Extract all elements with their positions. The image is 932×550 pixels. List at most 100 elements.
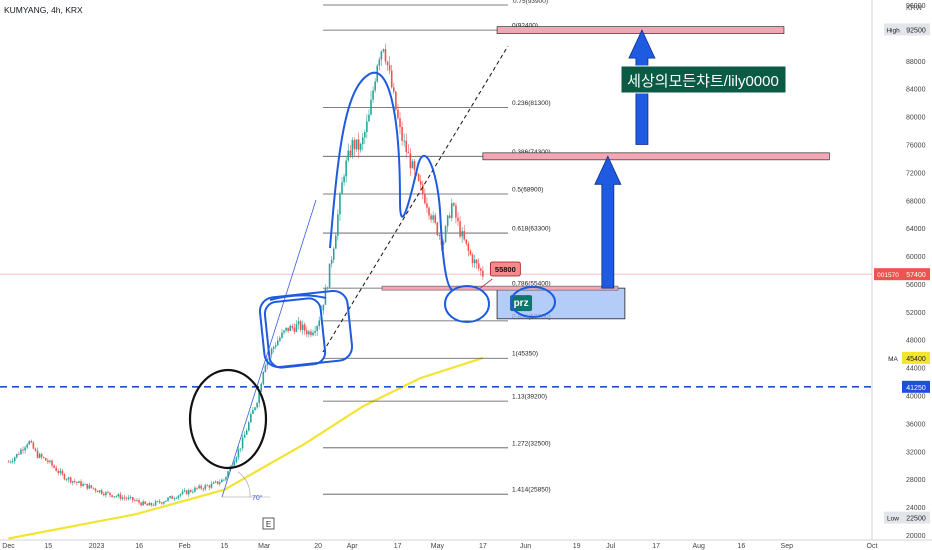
- candle-body: [262, 371, 265, 384]
- candle-body: [200, 485, 202, 489]
- candle-body: [78, 481, 80, 483]
- candle-body: [109, 492, 111, 496]
- candle-body: [67, 477, 70, 480]
- price-labels-layer: 92500 High 22500 Low 57400 001570 45400 MA 41250: [874, 23, 930, 524]
- price-callout-box: [489, 261, 521, 277]
- fib-label-top: 0.75(93900): [513, 0, 548, 5]
- x-tick-label: Mar: [258, 543, 271, 550]
- candle-body: [252, 410, 254, 415]
- support-price-label: 41250: [906, 385, 926, 392]
- candle-body: [363, 132, 366, 138]
- candle-body: [303, 324, 306, 331]
- watermark-text: 세상의모든챠트/lily0000: [627, 73, 779, 90]
- ma-value-label-bg: [902, 351, 930, 364]
- candle-body: [384, 49, 387, 62]
- candle-body: [38, 454, 41, 458]
- candle-body: [395, 91, 397, 110]
- candle-body: [144, 501, 147, 504]
- diagonal-dashed-line: [322, 45, 509, 353]
- x-tick-label: Apr: [347, 543, 359, 550]
- candle-body: [345, 160, 347, 177]
- candle-body: [154, 501, 157, 506]
- low-price-label-bg: [902, 511, 930, 524]
- candle-body: [446, 215, 449, 227]
- low-tag: Low: [887, 516, 899, 523]
- last-price-label-bg: [902, 268, 930, 281]
- candle-body: [245, 430, 248, 435]
- candle-body: [254, 407, 256, 411]
- candle-body: [152, 505, 155, 506]
- candle-body: [382, 49, 385, 52]
- fib-label: 0.386(74300): [512, 149, 551, 156]
- high-tag: High: [886, 27, 900, 34]
- candle-body: [117, 494, 120, 497]
- x-tick-label: 15: [220, 543, 228, 550]
- candle-body: [161, 502, 163, 504]
- candle-body: [274, 345, 277, 347]
- box-annotation-top-stroke: [269, 294, 327, 301]
- candle-body: [36, 450, 39, 458]
- circle-annotation-blue: [444, 285, 490, 323]
- candle-body: [448, 215, 451, 218]
- candle-body: [115, 496, 118, 498]
- candle-body: [47, 460, 49, 463]
- ma-value-label: 45400: [906, 356, 926, 363]
- candle-body: [289, 326, 292, 332]
- candle-body: [461, 231, 463, 237]
- price-callout-label: 55800: [495, 265, 516, 274]
- fib-label: 0.236(81300): [512, 100, 551, 107]
- candle-body: [372, 90, 374, 100]
- candle-body: [455, 205, 457, 218]
- event-marker-label: E: [266, 520, 271, 529]
- y-tick-label: 36000: [906, 421, 926, 428]
- candle-body: [88, 485, 91, 489]
- candle-body: [438, 235, 441, 236]
- candle-body: [127, 497, 130, 499]
- pattern-sketch-line: [329, 71, 453, 291]
- y-tick-label: 20000: [906, 533, 926, 540]
- candle-body: [430, 215, 432, 220]
- candle-body: [243, 434, 246, 438]
- candle-body: [76, 482, 78, 483]
- candle-body: [482, 270, 484, 277]
- candle-body: [453, 203, 455, 206]
- candle-body: [457, 217, 459, 222]
- x-tick-label: Aug: [693, 543, 706, 550]
- candle-body: [202, 488, 205, 490]
- candle-body: [401, 126, 403, 141]
- candle-body: [388, 65, 391, 71]
- candle-body: [80, 481, 82, 487]
- candle-body: [392, 87, 395, 92]
- candle-body: [231, 466, 234, 467]
- candle-body: [40, 454, 43, 458]
- x-tick-label: 2023: [89, 543, 105, 550]
- y-tick-label: 80000: [906, 115, 926, 122]
- candle-body: [42, 457, 45, 459]
- candle-body: [463, 231, 466, 240]
- x-tick-label: Jun: [520, 543, 531, 550]
- event-marker[interactable]: E: [262, 517, 275, 530]
- currency-label: KRW: [906, 5, 923, 12]
- candle-body: [103, 493, 105, 496]
- candle-body: [419, 180, 422, 185]
- y-tick-label: 52000: [906, 310, 926, 317]
- candle-body: [380, 51, 383, 60]
- candle-body: [334, 235, 337, 249]
- candle-body: [61, 470, 64, 475]
- candle-body: [142, 501, 144, 506]
- ma-name-label: MA: [888, 356, 898, 363]
- candle-body: [45, 458, 47, 461]
- y-tick-label: 68000: [906, 198, 926, 205]
- candle-body: [69, 477, 72, 483]
- last-price-label: 57400: [906, 272, 926, 279]
- candle-body: [59, 470, 62, 473]
- candle-body: [374, 81, 376, 91]
- candle-body: [316, 326, 318, 331]
- candle-body: [264, 365, 267, 372]
- candle-body: [270, 348, 273, 355]
- candle-body: [370, 99, 372, 115]
- candle-body: [407, 151, 410, 154]
- candle-body: [399, 118, 401, 127]
- candle-body: [328, 263, 331, 288]
- candle-body: [291, 326, 294, 328]
